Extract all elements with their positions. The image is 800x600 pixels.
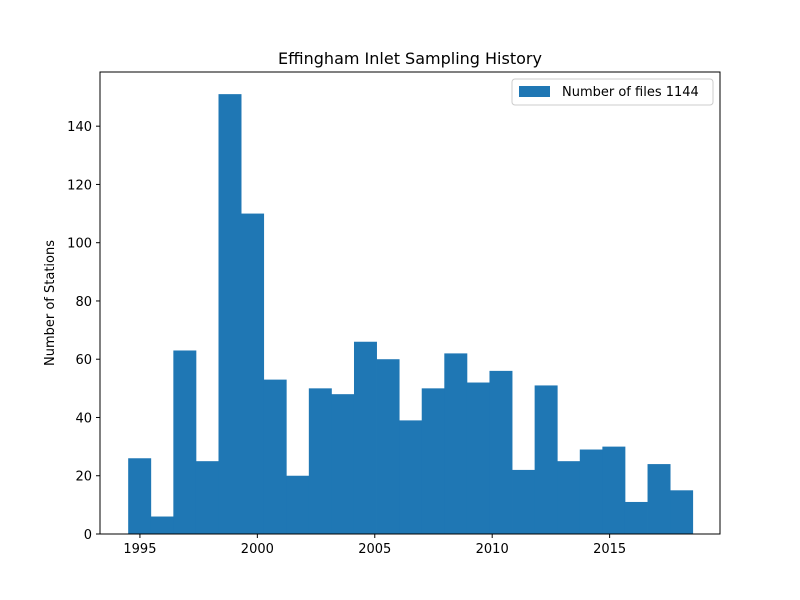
y-tick-label: 60 (75, 353, 92, 368)
y-tick-label: 140 (67, 120, 92, 135)
y-tick-label: 40 (75, 411, 92, 426)
x-tick-label: 2000 (241, 542, 274, 557)
histogram-bar (241, 213, 265, 535)
histogram-bar (557, 461, 581, 534)
legend: Number of files 1144 (511, 78, 714, 106)
histogram-bar (331, 394, 355, 534)
histogram-bar (150, 516, 174, 534)
legend-box (511, 78, 714, 106)
histogram-bar (647, 464, 671, 534)
histogram-bar (489, 370, 513, 534)
x-tick-label: 1995 (123, 542, 156, 557)
histogram-bar (173, 350, 197, 534)
x-tick-label: 2010 (476, 542, 509, 557)
y-tick-label: 20 (75, 470, 92, 485)
y-tick-label: 100 (67, 237, 92, 252)
histogram-bar (444, 353, 468, 534)
plot-frame (99, 71, 721, 535)
histogram-bar (579, 449, 603, 534)
histogram-bar (195, 461, 219, 534)
histogram-bar (376, 359, 400, 534)
histogram-bar (308, 388, 332, 534)
histogram-bar (218, 94, 242, 535)
histogram-bar (602, 446, 626, 534)
legend-swatch (519, 86, 550, 97)
y-tick-label: 0 (84, 528, 92, 543)
chart-title: Effingham Inlet Sampling History (278, 49, 542, 68)
histogram-bar (512, 469, 536, 534)
histogram-bar (624, 501, 648, 534)
x-tick-label: 2015 (593, 542, 626, 557)
histogram-bar (286, 475, 310, 534)
x-tick-label: 2005 (358, 542, 391, 557)
y-axis-ticks: 0 20 40 60 80 100 120 140 (67, 120, 100, 543)
y-tick-label: 80 (75, 295, 92, 310)
histogram-bar (670, 490, 694, 534)
y-tick-label: 120 (67, 178, 92, 193)
legend-label: Number of files 1144 (562, 85, 699, 100)
x-axis-ticks: 1995 2000 2005 2010 2015 (123, 534, 626, 557)
histogram-bar (421, 388, 445, 534)
histogram-bar (128, 458, 152, 534)
histogram-bar (353, 341, 377, 534)
bars-group (128, 94, 694, 535)
histogram-bar (399, 420, 423, 534)
histogram-bar (534, 385, 558, 534)
y-axis-label: Number of Stations (43, 240, 58, 366)
histogram-bar (263, 379, 287, 534)
histogram-bar (466, 382, 490, 534)
